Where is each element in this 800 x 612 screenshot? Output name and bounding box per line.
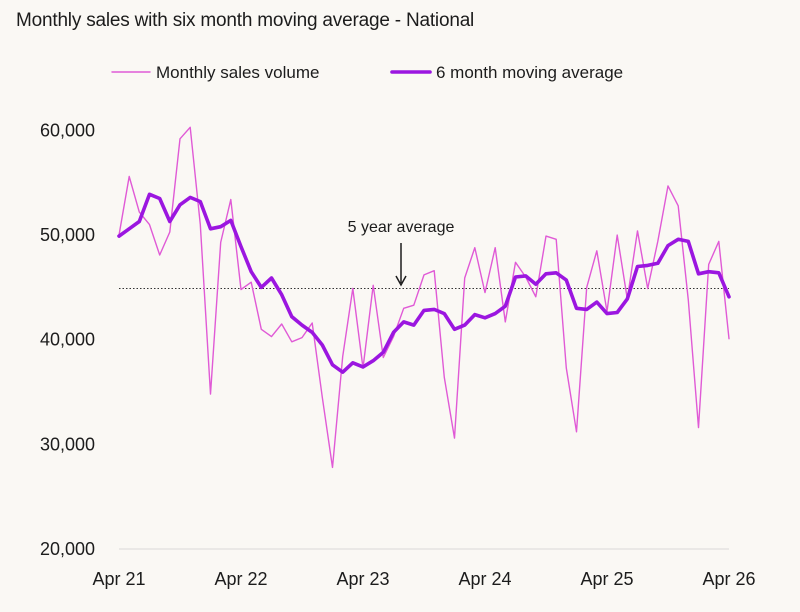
chart-title: Monthly sales with six month moving aver… bbox=[16, 10, 475, 31]
x-tick-label: Apr 21 bbox=[92, 569, 145, 589]
x-tick-label: Apr 24 bbox=[458, 569, 511, 589]
y-tick-label: 20,000 bbox=[40, 539, 95, 559]
x-tick-label: Apr 25 bbox=[580, 569, 633, 589]
y-tick-label: 40,000 bbox=[40, 330, 95, 350]
series-line-monthly-sales bbox=[118, 126, 730, 469]
series-line-moving-average bbox=[117, 192, 731, 375]
y-tick-label: 50,000 bbox=[40, 225, 95, 245]
annotation-arrow-head bbox=[395, 275, 407, 287]
x-tick-label: Apr 26 bbox=[702, 569, 755, 589]
legend-label: 6 month moving average bbox=[436, 63, 623, 82]
legend-label: Monthly sales volume bbox=[156, 63, 319, 82]
x-tick-label: Apr 23 bbox=[336, 569, 389, 589]
x-tick-label: Apr 22 bbox=[214, 569, 267, 589]
y-tick-label: 60,000 bbox=[40, 120, 95, 140]
y-tick-label: 30,000 bbox=[40, 434, 95, 454]
five-year-average-label: 5 year average bbox=[348, 219, 455, 236]
